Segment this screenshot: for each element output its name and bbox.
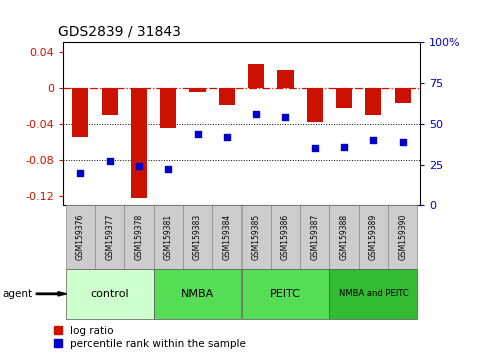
Point [252, 111, 260, 117]
Text: GDS2839 / 31843: GDS2839 / 31843 [58, 25, 181, 39]
Text: GSM159376: GSM159376 [76, 214, 85, 261]
Bar [66, 205, 95, 269]
Text: GSM159390: GSM159390 [398, 214, 407, 261]
Bar [248, 64, 264, 88]
Point [106, 159, 114, 164]
Bar [212, 205, 242, 269]
Bar [242, 269, 329, 319]
Text: GSM159387: GSM159387 [310, 214, 319, 260]
Text: PEITC: PEITC [270, 289, 301, 299]
Point [369, 137, 377, 143]
Bar [66, 269, 154, 319]
Bar [189, 88, 206, 92]
Point [76, 170, 84, 176]
Point [340, 144, 348, 149]
Bar [95, 205, 124, 269]
Bar [359, 205, 388, 269]
Text: control: control [90, 289, 129, 299]
Text: GSM159388: GSM159388 [340, 214, 349, 260]
Text: GSM159385: GSM159385 [252, 214, 261, 260]
Text: GSM159377: GSM159377 [105, 214, 114, 261]
Bar [307, 88, 323, 122]
Text: GSM159381: GSM159381 [164, 214, 173, 260]
Point [135, 164, 143, 169]
Text: agent: agent [2, 289, 32, 299]
Bar [101, 88, 118, 115]
Bar [395, 88, 411, 103]
Bar [329, 269, 417, 319]
Bar [336, 88, 352, 108]
Bar [300, 205, 329, 269]
Text: GSM159386: GSM159386 [281, 214, 290, 260]
Bar [154, 269, 242, 319]
Bar [219, 88, 235, 105]
Point [399, 139, 407, 145]
Bar [365, 88, 382, 115]
Bar [388, 205, 417, 269]
Bar [154, 205, 183, 269]
Legend: log ratio, percentile rank within the sample: log ratio, percentile rank within the sa… [54, 326, 246, 349]
Text: GSM159383: GSM159383 [193, 214, 202, 260]
Text: GSM159389: GSM159389 [369, 214, 378, 260]
Bar [160, 88, 176, 127]
Text: GSM159378: GSM159378 [134, 214, 143, 260]
Bar [183, 205, 212, 269]
Text: NMBA and PEITC: NMBA and PEITC [339, 289, 408, 298]
Bar [271, 205, 300, 269]
Bar [124, 205, 154, 269]
Bar [242, 205, 271, 269]
Point [194, 131, 201, 137]
Bar [277, 70, 294, 88]
Bar [329, 205, 359, 269]
Bar [72, 88, 88, 137]
Bar [131, 88, 147, 198]
Point [311, 145, 319, 151]
Point [223, 134, 231, 140]
Text: GSM159384: GSM159384 [222, 214, 231, 260]
Text: NMBA: NMBA [181, 289, 214, 299]
Point [282, 115, 289, 120]
Point [164, 167, 172, 172]
